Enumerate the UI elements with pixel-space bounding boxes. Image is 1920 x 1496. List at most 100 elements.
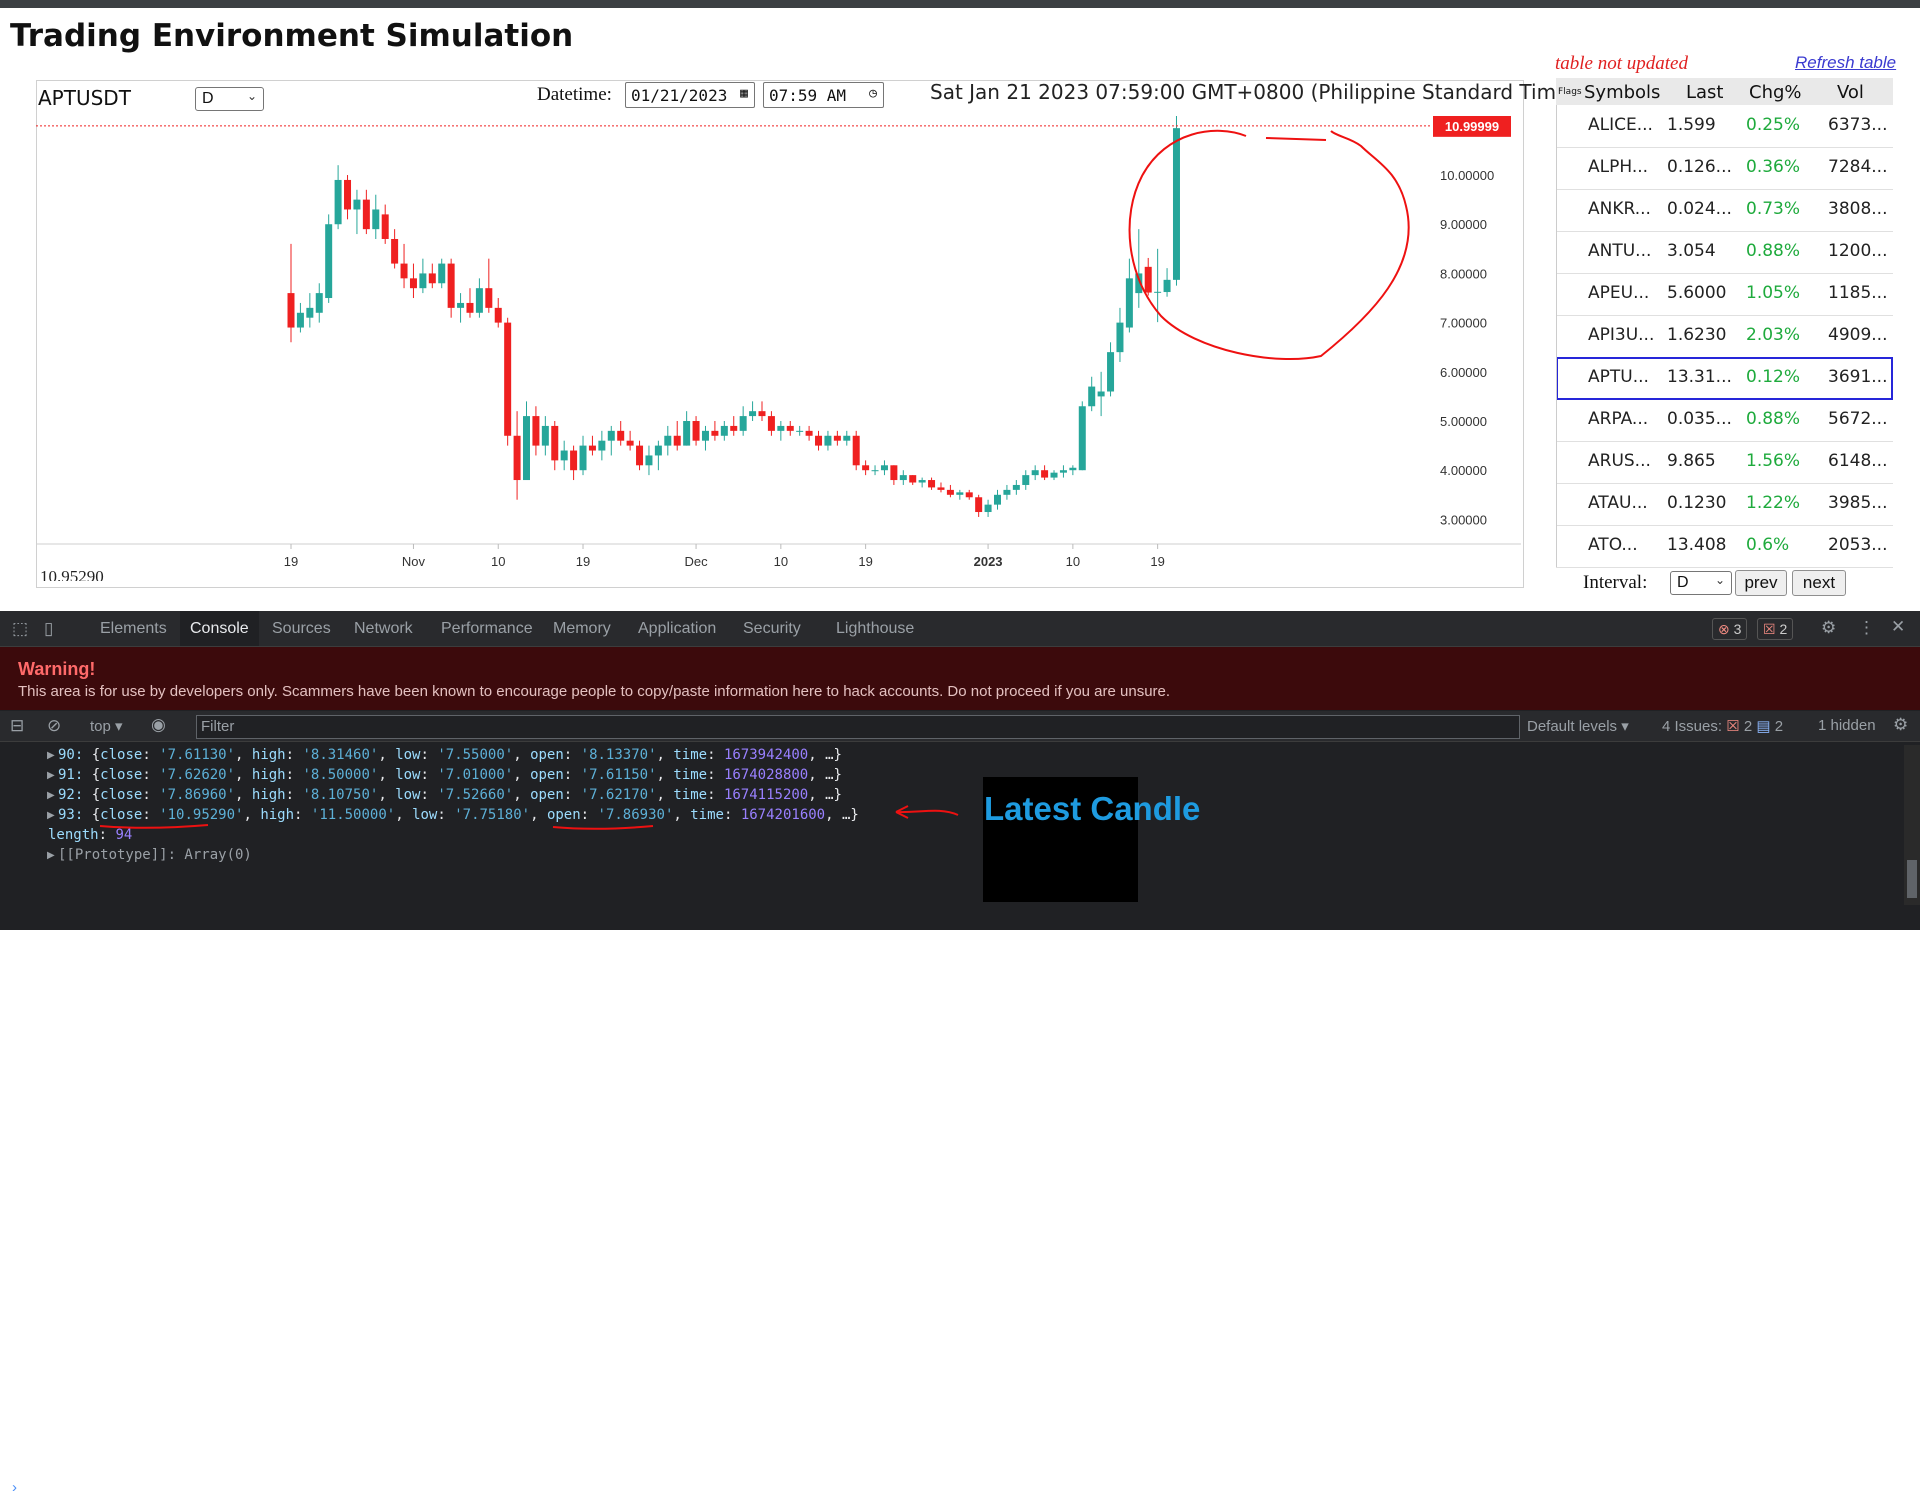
header-vol[interactable]: Vol xyxy=(1837,82,1864,103)
console-log-entry[interactable]: 92: {close: '7.86960', high: '8.10750', … xyxy=(58,787,842,803)
expand-triangle-icon[interactable]: ▶ xyxy=(47,850,55,861)
row-chg: 2.03% xyxy=(1746,325,1801,345)
clock-icon[interactable]: ◷ xyxy=(869,86,877,101)
watchlist-row[interactable]: ATO... 13.408 0.6% 2053... xyxy=(1556,525,1893,568)
error-count-badge[interactable]: ⊗ 3 xyxy=(1712,618,1748,640)
row-last: 1.599 xyxy=(1667,115,1716,135)
candle-body xyxy=(551,425,559,461)
row-symbol: ANTU... xyxy=(1588,241,1652,261)
row-vol: 5672... xyxy=(1828,409,1888,429)
watchlist-row[interactable]: APTU... 13.31... 0.12% 3691... xyxy=(1556,357,1893,400)
tab-performance[interactable]: Performance xyxy=(441,620,533,637)
candle-body xyxy=(1078,406,1086,471)
time-input[interactable]: 07:59 AM ◷ xyxy=(763,82,884,108)
log-levels-dropdown[interactable]: Default levels ▾ xyxy=(1527,718,1629,735)
device-toolbar-icon[interactable]: ▯ xyxy=(44,619,54,638)
row-chg: 0.6% xyxy=(1746,535,1790,555)
candle-body xyxy=(975,497,983,513)
more-options-icon[interactable]: ⋮ xyxy=(1858,618,1875,637)
time-tick-label: 19 xyxy=(1150,554,1164,569)
console-settings-icon[interactable]: ⚙ xyxy=(1893,715,1909,734)
watchlist-row[interactable]: ATAU... 0.1230 1.22% 3985... xyxy=(1556,483,1893,526)
candle-body xyxy=(1097,391,1105,397)
row-chg: 1.22% xyxy=(1746,493,1801,513)
header-flags[interactable]: Flags xyxy=(1558,87,1582,97)
console-prompt-icon[interactable]: › xyxy=(12,1479,17,1496)
candle-body xyxy=(560,450,568,461)
current-price-label: 10.99999 xyxy=(1445,119,1499,134)
settings-gear-icon[interactable]: ⚙ xyxy=(1821,618,1837,637)
chart-interval-select[interactable]: D ⌄ xyxy=(195,87,264,111)
row-last: 13.31... xyxy=(1667,367,1732,387)
scrollbar-thumb[interactable] xyxy=(1907,860,1917,898)
expand-triangle-icon[interactable]: ▶ xyxy=(47,790,55,801)
candle-body xyxy=(654,445,662,456)
candle-body xyxy=(438,263,446,284)
candlestick-chart[interactable]: 10.00000 9.00000 8.00000 7.00000 6.00000 5.00… xyxy=(36,116,1522,586)
current-price-badge xyxy=(1433,116,1511,137)
expand-triangle-icon[interactable]: ▶ xyxy=(47,770,55,781)
tab-security[interactable]: Security xyxy=(743,620,801,637)
tab-memory[interactable]: Memory xyxy=(553,620,611,637)
candle-body xyxy=(636,445,644,466)
watchlist-row[interactable]: ARPA... 0.035... 0.88% 5672... xyxy=(1556,399,1893,442)
sidebar-toggle-icon[interactable]: ⊟ xyxy=(10,716,25,735)
clear-console-icon[interactable]: ⊘ xyxy=(47,716,62,735)
date-input[interactable]: 01/21/2023 ▦ xyxy=(625,82,755,108)
watchlist-row[interactable]: ANTU... 3.054 0.88% 1200... xyxy=(1556,231,1893,274)
expand-triangle-icon[interactable]: ▶ xyxy=(47,810,55,821)
console-log-entry[interactable]: 93: {close: '10.95290', high: '11.50000'… xyxy=(58,807,859,823)
page-title: Trading Environment Simulation xyxy=(10,18,574,54)
row-symbol: ANKR... xyxy=(1588,199,1651,219)
issue-error-icon: ☒ xyxy=(1726,718,1740,735)
prev-button[interactable]: prev xyxy=(1735,570,1787,596)
watchlist-row[interactable]: ALICE... 1.599 0.25% 6373... xyxy=(1556,105,1893,148)
tab-console[interactable]: Console xyxy=(180,611,259,646)
candle-body xyxy=(767,416,775,431)
context-selector[interactable]: top ▾ xyxy=(90,718,123,735)
candle-body xyxy=(353,199,361,210)
header-last[interactable]: Last xyxy=(1686,82,1724,103)
candle-body xyxy=(1059,470,1067,473)
console-filter-input[interactable]: Filter xyxy=(196,715,1520,739)
row-vol: 6373... xyxy=(1828,115,1888,135)
date-value: 01/21/2023 xyxy=(631,86,728,105)
watchlist-row[interactable]: API3U... 1.6230 2.03% 4909... xyxy=(1556,315,1893,358)
issues-indicator[interactable]: 4 Issues: ☒ 2 ▤ 2 xyxy=(1662,717,1783,735)
header-symbols[interactable]: Symbols xyxy=(1584,82,1661,103)
watchlist-row[interactable]: ALPH... 0.126... 0.36% 7284... xyxy=(1556,147,1893,190)
inspect-icon[interactable]: ⬚ xyxy=(12,619,29,638)
tab-lighthouse[interactable]: Lighthouse xyxy=(836,620,915,637)
row-vol: 3985... xyxy=(1828,493,1888,513)
refresh-table-link[interactable]: Refresh table xyxy=(1795,53,1897,72)
header-chg[interactable]: Chg% xyxy=(1749,82,1802,103)
tab-sources[interactable]: Sources xyxy=(272,620,331,637)
watchlist-row[interactable]: APEU... 5.6000 1.05% 1185... xyxy=(1556,273,1893,316)
candle-body xyxy=(683,421,691,446)
watchlist-row[interactable]: ARUS... 9.865 1.56% 6148... xyxy=(1556,441,1893,484)
candle-body xyxy=(579,445,587,471)
console-log-entry[interactable]: 91: {close: '7.62620', high: '8.50000', … xyxy=(58,767,842,783)
prototype-entry[interactable]: [[Prototype]]: Array(0) xyxy=(58,847,252,863)
eye-icon[interactable]: ◉ xyxy=(151,715,166,734)
expand-triangle-icon[interactable]: ▶ xyxy=(47,750,55,761)
candle-body xyxy=(475,288,483,313)
tab-network[interactable]: Network xyxy=(354,620,413,637)
candle-body xyxy=(1107,352,1115,392)
calendar-icon[interactable]: ▦ xyxy=(740,86,748,101)
tab-elements[interactable]: Elements xyxy=(100,620,167,637)
candle-body xyxy=(381,214,389,239)
table-interval-select[interactable]: D ⌄ xyxy=(1670,571,1732,595)
watchlist-row[interactable]: ANKR... 0.024... 0.73% 3808... xyxy=(1556,189,1893,232)
console-scrollbar[interactable] xyxy=(1904,745,1920,905)
tab-application[interactable]: Application xyxy=(638,620,717,637)
candle-body xyxy=(890,465,898,481)
candle-body xyxy=(372,209,380,230)
candle-body xyxy=(391,238,399,264)
warning-count-badge[interactable]: ☒ 2 xyxy=(1757,618,1794,640)
row-last: 0.024... xyxy=(1667,199,1732,219)
next-button[interactable]: next xyxy=(1792,570,1846,596)
console-log-entry[interactable]: 90: {close: '7.61130', high: '8.31460', … xyxy=(58,747,842,763)
time-tick-label: 19 xyxy=(284,554,298,569)
close-icon[interactable]: ✕ xyxy=(1891,617,1906,636)
